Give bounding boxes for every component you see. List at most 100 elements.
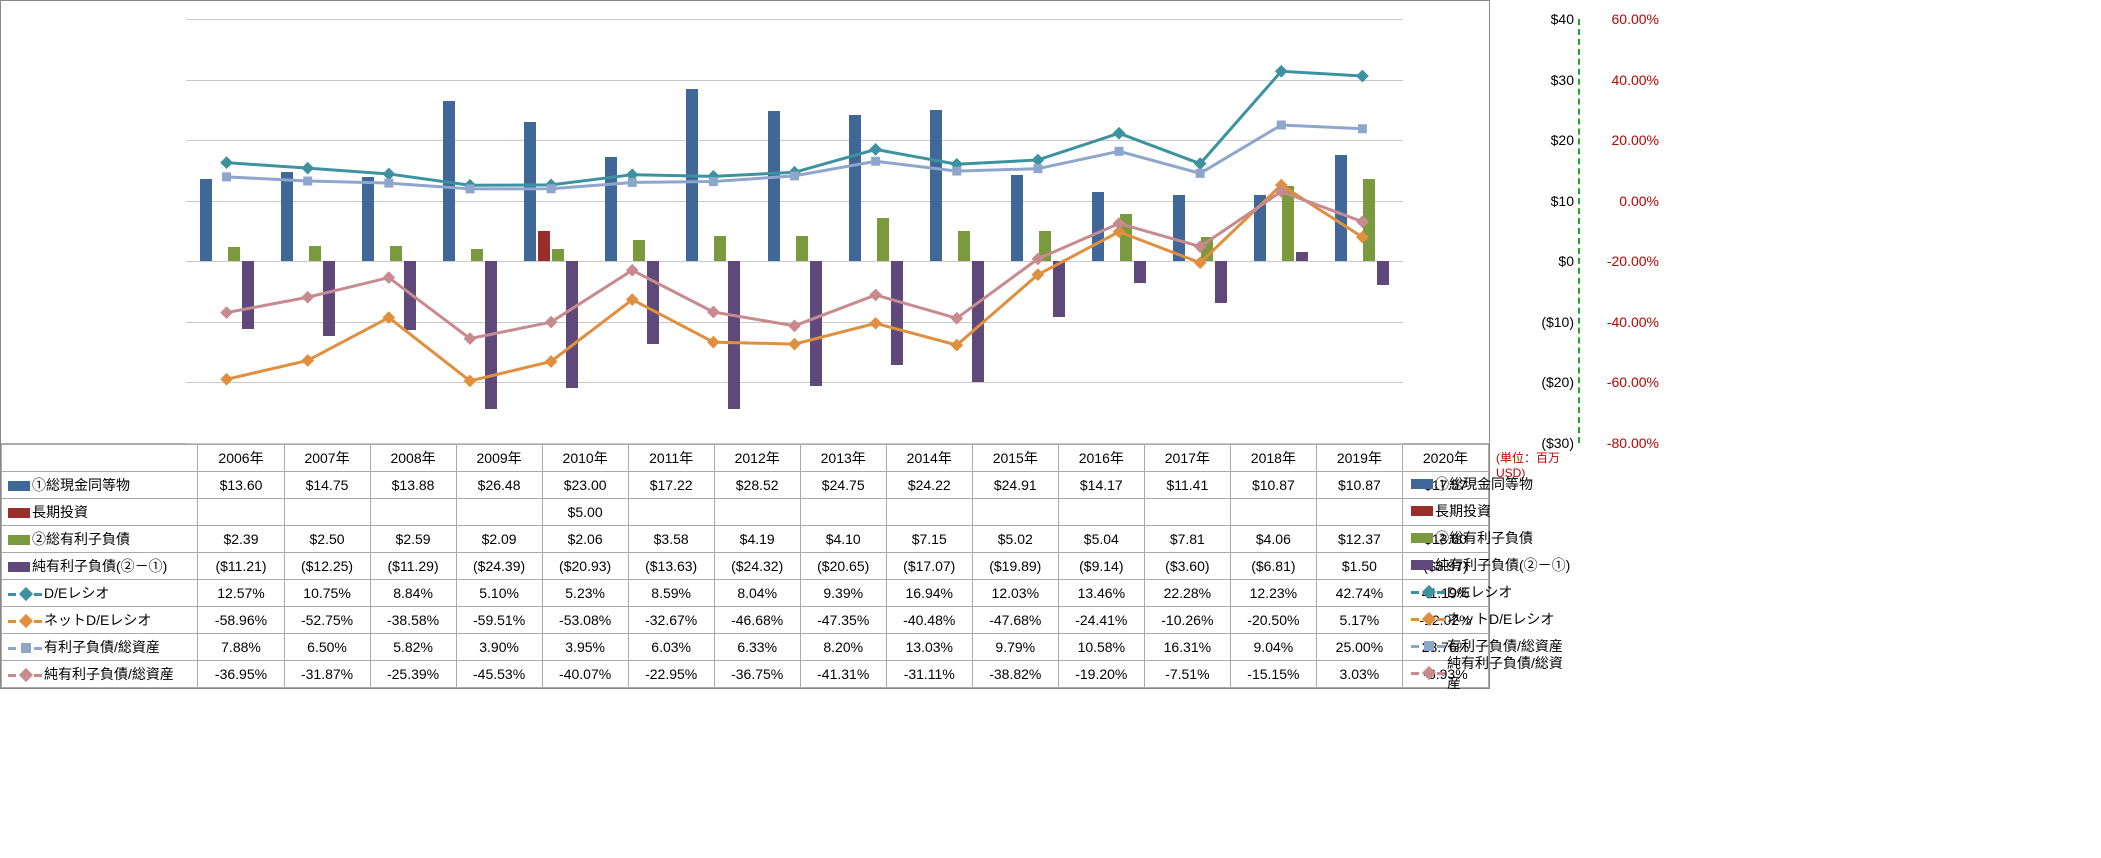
y2-tick: 20.00%	[1581, 133, 1659, 147]
year-header: 2018年	[1230, 445, 1316, 472]
legend-item: ①総現金同等物	[1411, 473, 1533, 495]
cell: $23.00	[542, 472, 628, 499]
cell: 10.58%	[1058, 634, 1144, 661]
cell: 25.00%	[1316, 634, 1402, 661]
marker	[869, 289, 882, 302]
cell	[1058, 499, 1144, 526]
cell: $5.02	[972, 526, 1058, 553]
cell: $12.37	[1316, 526, 1402, 553]
cell: $2.59	[370, 526, 456, 553]
cell: -36.95%	[198, 661, 284, 688]
cell: -38.58%	[370, 607, 456, 634]
chart-area: ($30)($20)($10)$0$10$20$30$40(単位：百万USD) …	[1, 1, 1489, 444]
marker	[1196, 169, 1205, 178]
marker	[869, 143, 882, 156]
y2-tick: -20.00%	[1581, 254, 1659, 268]
cell: -22.95%	[628, 661, 714, 688]
axis-divider	[1578, 19, 1580, 443]
cell	[886, 499, 972, 526]
cell: $13.60	[198, 472, 284, 499]
cell: $14.75	[284, 472, 370, 499]
y2-tick: 40.00%	[1581, 73, 1659, 87]
cell: 8.04%	[714, 580, 800, 607]
series-label: D/Eレシオ	[2, 580, 198, 607]
legend-item: 純有利子負債(②－①)	[1411, 554, 1570, 576]
cell: 5.23%	[542, 580, 628, 607]
year-header: 2008年	[370, 445, 456, 472]
table-row: 純有利子負債(②－①)($11.21)($12.25)($11.29)($24.…	[2, 553, 1489, 580]
marker	[301, 291, 314, 304]
y1-tick: $0	[1496, 254, 1574, 268]
year-header: 2014年	[886, 445, 972, 472]
cell	[456, 499, 542, 526]
cell: $7.15	[886, 526, 972, 553]
cell: 42.74%	[1316, 580, 1402, 607]
table-row: 有利子負債/総資産7.88%6.50%5.82%3.90%3.95%6.03%6…	[2, 634, 1489, 661]
cell: -41.31%	[800, 661, 886, 688]
year-header: 2009年	[456, 445, 542, 472]
year-header: 2007年	[284, 445, 370, 472]
marker	[1113, 217, 1126, 230]
primary-y-axis: ($30)($20)($10)$0$10$20$30$40(単位：百万USD)	[1496, 19, 1574, 443]
cell: 9.79%	[972, 634, 1058, 661]
cell: ($11.21)	[198, 553, 284, 580]
cell: 8.20%	[800, 634, 886, 661]
marker	[1033, 164, 1042, 173]
cell: -19.20%	[1058, 661, 1144, 688]
marker	[1113, 127, 1126, 140]
cell: $2.39	[198, 526, 284, 553]
cell: 12.23%	[1230, 580, 1316, 607]
cell: $14.17	[1058, 472, 1144, 499]
series-label: ②総有利子負債	[2, 526, 198, 553]
year-header-row: 2006年2007年2008年2009年2010年2011年2012年2013年…	[2, 445, 1489, 472]
marker	[1356, 215, 1369, 228]
cell: $5.00	[542, 499, 628, 526]
cell: -40.07%	[542, 661, 628, 688]
table-row: ②総有利子負債$2.39$2.50$2.59$2.09$2.06$3.58$4.…	[2, 526, 1489, 553]
year-header: 2006年	[198, 445, 284, 472]
marker	[303, 177, 312, 186]
marker	[788, 319, 801, 332]
series-label: ネットD/Eレシオ	[2, 607, 198, 634]
table-row: ①総現金同等物$13.60$14.75$13.88$26.48$23.00$17…	[2, 472, 1489, 499]
y1-tick: $20	[1496, 133, 1574, 147]
cell: 6.33%	[714, 634, 800, 661]
cell: -25.39%	[370, 661, 456, 688]
cell: $4.10	[800, 526, 886, 553]
cell	[370, 499, 456, 526]
cell	[714, 499, 800, 526]
marker	[301, 354, 314, 367]
cell: 8.84%	[370, 580, 456, 607]
cell: -40.48%	[886, 607, 972, 634]
table-row: 純有利子負債/総資産-36.95%-31.87%-25.39%-45.53%-4…	[2, 661, 1489, 688]
marker	[384, 179, 393, 188]
cell: -15.15%	[1230, 661, 1316, 688]
cell: -10.26%	[1144, 607, 1230, 634]
cell: $10.87	[1316, 472, 1402, 499]
year-header: 2013年	[800, 445, 886, 472]
cell: $3.58	[628, 526, 714, 553]
y1-tick: ($20)	[1496, 375, 1574, 389]
cell	[284, 499, 370, 526]
cell: $28.52	[714, 472, 800, 499]
y1-tick: ($10)	[1496, 315, 1574, 329]
series-label: 純有利子負債/総資産	[2, 661, 198, 688]
marker	[465, 184, 474, 193]
cell: $1.50	[1316, 553, 1402, 580]
cell: $24.75	[800, 472, 886, 499]
cell: $4.19	[714, 526, 800, 553]
chart-container: ($30)($20)($10)$0$10$20$30$40(単位：百万USD) …	[0, 0, 1490, 689]
table-row: D/Eレシオ12.57%10.75%8.84%5.10%5.23%8.59%8.…	[2, 580, 1489, 607]
marker	[220, 306, 233, 319]
cell: $7.81	[1144, 526, 1230, 553]
marker	[707, 306, 720, 319]
y1-tick: $40	[1496, 12, 1574, 26]
cell: -52.75%	[284, 607, 370, 634]
marker	[628, 178, 637, 187]
year-header: 2017年	[1144, 445, 1230, 472]
table-row: 長期投資$5.00	[2, 499, 1489, 526]
cell: $2.09	[456, 526, 542, 553]
cell	[972, 499, 1058, 526]
cell	[1230, 499, 1316, 526]
legend-item: ②総有利子負債	[1411, 527, 1533, 549]
